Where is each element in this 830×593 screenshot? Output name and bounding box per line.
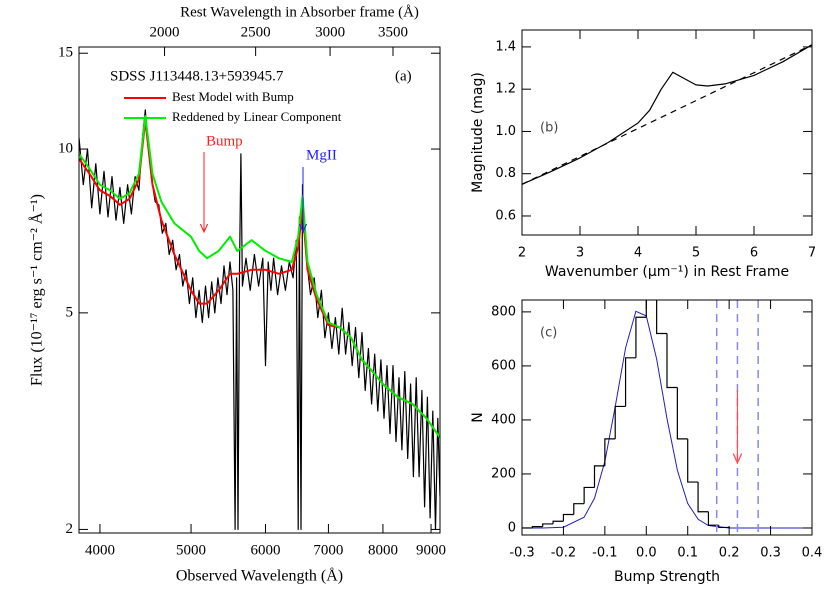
histogram-bin bbox=[583, 486, 595, 504]
histogram-bin bbox=[635, 316, 647, 358]
y-tick-label: 0 bbox=[508, 520, 516, 535]
y-tick-label: 800 bbox=[491, 304, 516, 319]
frame bbox=[521, 299, 813, 536]
x-tick-label: 7 bbox=[808, 246, 816, 261]
x-tick-label: 4000 bbox=[85, 542, 115, 558]
y-tick-label: 0.8 bbox=[495, 166, 516, 181]
frame bbox=[521, 29, 813, 236]
panel-b: (b) 2 3 4 5 6 7 0.6 0.8 1.0 1.2 1.4 Wavenumber (μm⁻… bbox=[470, 29, 816, 280]
annotation: Bump bbox=[206, 133, 243, 149]
x-tick-label: 9000 bbox=[416, 542, 446, 558]
histogram-bin bbox=[666, 333, 678, 389]
histogram-bin bbox=[531, 526, 543, 528]
legend-label: Reddened by Linear Component bbox=[172, 109, 342, 124]
x2-axis-label: Rest Wavelength in Absorber frame (Å) bbox=[180, 4, 419, 20]
plot-area bbox=[79, 109, 440, 530]
y-tick-label: 400 bbox=[491, 412, 516, 427]
histogram-bin bbox=[542, 523, 554, 527]
x-tick-label: 4 bbox=[634, 246, 642, 261]
histogram-bin bbox=[552, 520, 564, 524]
plot-area bbox=[522, 300, 812, 535]
x-tick-label: 6000 bbox=[250, 542, 280, 558]
series-line bbox=[79, 115, 440, 439]
y-tick-label: 1.2 bbox=[495, 82, 516, 97]
y-axis-label: Magnitude (mag) bbox=[470, 72, 486, 193]
histogram-bin bbox=[573, 503, 585, 515]
x-tick-label: 0.4 bbox=[802, 546, 823, 561]
y-tick-label: 1.0 bbox=[495, 124, 516, 139]
series-line bbox=[522, 44, 812, 185]
x-tick-label: -0.1 bbox=[592, 546, 617, 561]
x2-tick-label: 2000 bbox=[150, 24, 180, 40]
plot-area bbox=[522, 44, 812, 185]
legend-label: Best Model with Bump bbox=[172, 89, 294, 104]
frame bbox=[78, 46, 441, 534]
x2-tick-label: 3000 bbox=[315, 24, 345, 40]
x-tick-label: 8000 bbox=[368, 542, 398, 558]
y-axis-label: Flux (10⁻¹⁷ erg s⁻¹ cm⁻² Å⁻¹) bbox=[28, 194, 46, 386]
y-tick-label: 10 bbox=[58, 140, 73, 156]
y-tick-label: 1.4 bbox=[495, 39, 516, 54]
histogram-bin bbox=[604, 438, 616, 466]
y-tick-label: 0.6 bbox=[495, 208, 516, 223]
x-tick-label: 0.3 bbox=[760, 546, 781, 561]
histogram-bin bbox=[676, 387, 688, 440]
panel-label: (b) bbox=[540, 121, 558, 136]
histogram-bin bbox=[624, 357, 636, 407]
x-tick-label: 2 bbox=[518, 246, 526, 261]
x2-tick-label: 2500 bbox=[241, 24, 271, 40]
x-tick-label: 0.0 bbox=[636, 546, 657, 561]
x-tick-label: -0.3 bbox=[509, 546, 534, 561]
y-tick-label: 5 bbox=[66, 304, 74, 320]
x-tick-label: 3 bbox=[576, 246, 584, 261]
histogram-bin bbox=[697, 482, 709, 513]
panel-title: SDSS J113448.13+593945.7 bbox=[110, 68, 284, 84]
x-tick-label: 6 bbox=[750, 246, 758, 261]
histogram-bin bbox=[656, 300, 667, 335]
x-tick-label: 7000 bbox=[313, 542, 343, 558]
y-tick-label: 2 bbox=[66, 521, 74, 537]
panel-c: (c) -0.3 -0.2 -0.1 0.0 0.1 0.2 0.3 0.4 0 200 400 60… bbox=[470, 299, 823, 585]
series-line bbox=[79, 109, 440, 530]
histogram-bin bbox=[707, 511, 719, 526]
x-tick-label: 5000 bbox=[176, 542, 206, 558]
x-tick-label: 5 bbox=[692, 246, 700, 261]
histogram-bin bbox=[687, 438, 699, 483]
y-axis-label: N bbox=[470, 412, 486, 422]
x-tick-label: -0.2 bbox=[551, 546, 576, 561]
x-tick-label: 0.1 bbox=[677, 546, 698, 561]
x-tick-label: 0.2 bbox=[719, 546, 740, 561]
x-axis-label: Observed Wavelength (Å) bbox=[176, 567, 343, 585]
x2-tick-label: 3500 bbox=[378, 24, 408, 40]
panel-a: SDSS J113448.13+593945.7 (a) Bump MgII B… bbox=[28, 4, 446, 584]
panel-label: (a) bbox=[395, 68, 412, 84]
histogram-bin bbox=[593, 465, 605, 488]
series-line bbox=[522, 44, 812, 185]
panel-label: (c) bbox=[540, 326, 557, 341]
y-tick-label: 200 bbox=[491, 466, 516, 481]
histogram-bin bbox=[645, 300, 647, 318]
annotation: MgII bbox=[306, 147, 337, 163]
histogram-bin bbox=[614, 405, 626, 439]
y-tick-label: 600 bbox=[491, 358, 516, 373]
y-tick-label: 15 bbox=[58, 45, 73, 61]
x-axis-label: Bump Strength bbox=[614, 569, 720, 585]
histogram-bin bbox=[562, 513, 574, 522]
x-axis-label: Wavenumber (μm⁻¹) in Rest Frame bbox=[545, 264, 789, 280]
